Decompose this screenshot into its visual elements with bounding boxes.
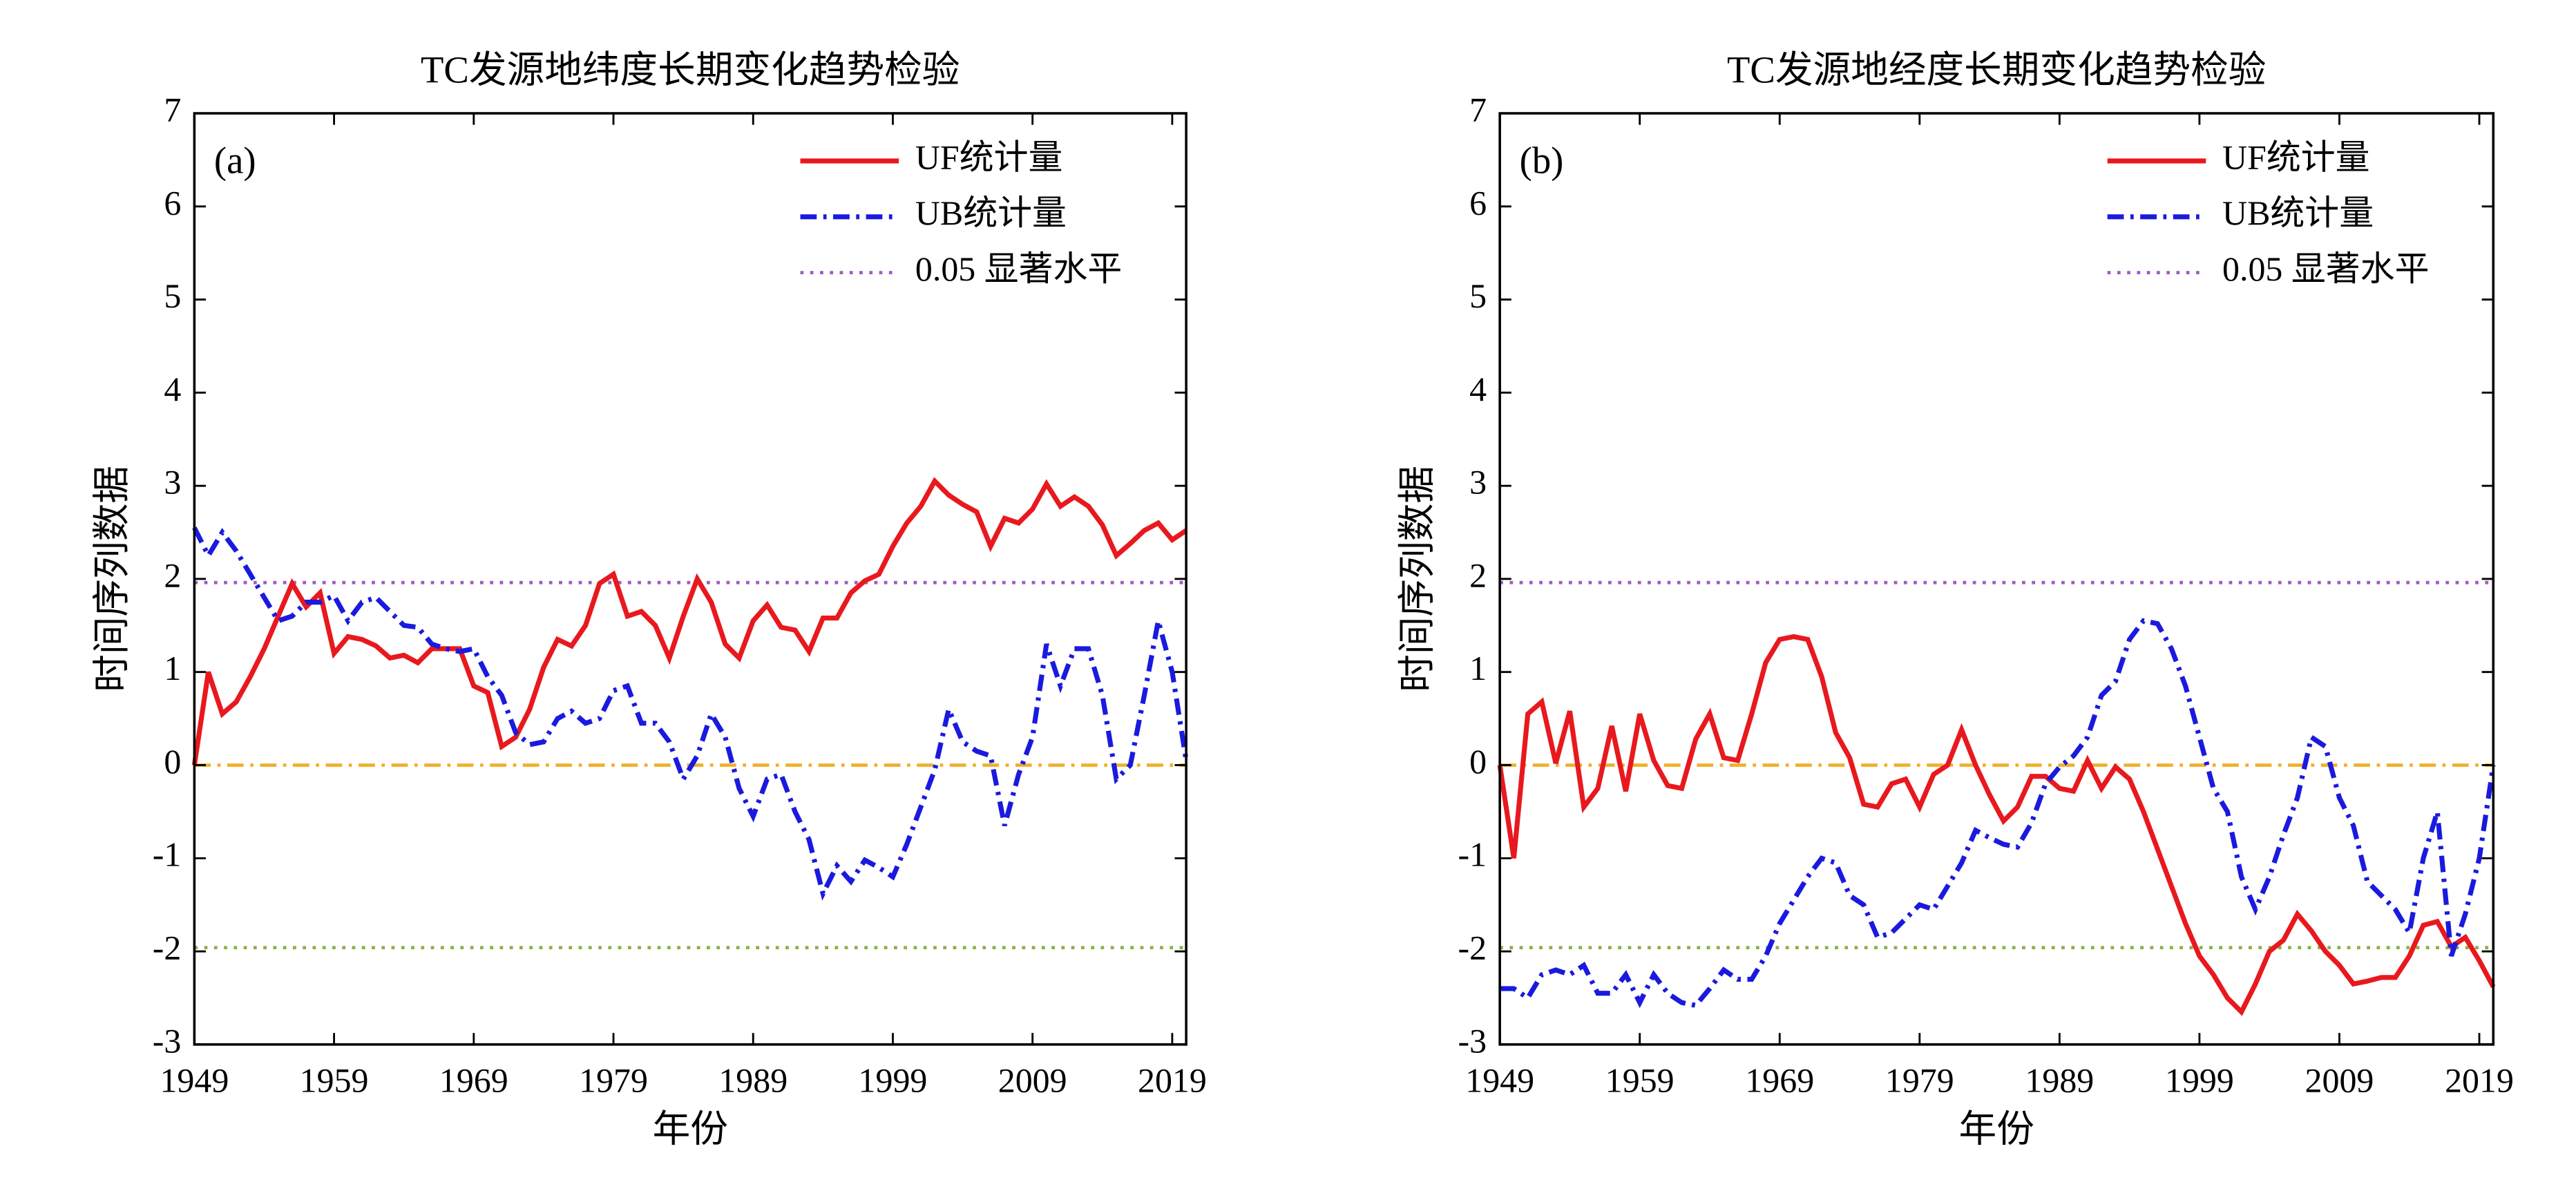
x-axis-label: 年份 — [653, 1108, 728, 1150]
legend-label: UB统计量 — [915, 194, 1067, 232]
legend-label: UB统计量 — [2222, 194, 2374, 232]
y-tick-label: 1 — [1469, 649, 1487, 687]
y-axis-label: 时间序列数据 — [90, 466, 133, 692]
y-tick-label: -3 — [1458, 1022, 1487, 1060]
x-tick-label: 1989 — [718, 1061, 788, 1099]
y-tick-label: 7 — [164, 91, 181, 129]
x-tick-label: 2019 — [2445, 1061, 2514, 1099]
y-tick-label: -3 — [153, 1022, 182, 1060]
data-line — [1500, 618, 2496, 1009]
panel-annotation: (a) — [214, 139, 256, 181]
y-tick-label: 6 — [1469, 184, 1487, 222]
y-axis-label: 时间序列数据 — [1396, 466, 1438, 692]
x-tick-label: 2009 — [998, 1061, 1067, 1099]
chart-title: TC发源地纬度长期变化趋势检验 — [421, 49, 960, 91]
x-tick-label: 2009 — [2305, 1061, 2374, 1099]
y-tick-label: 0 — [164, 743, 181, 781]
legend-label: 0.05 显著水平 — [2222, 250, 2429, 288]
y-tick-label: -2 — [153, 929, 182, 967]
x-tick-label: 1949 — [1465, 1061, 1534, 1099]
y-tick-label: 3 — [1469, 464, 1487, 502]
legend-label: UF统计量 — [915, 138, 1063, 176]
x-tick-label: 1969 — [1745, 1061, 1814, 1099]
y-tick-label: 7 — [1469, 91, 1487, 129]
data-line — [191, 477, 1188, 766]
x-tick-label: 1969 — [439, 1061, 508, 1099]
x-tick-label: 1999 — [859, 1061, 928, 1099]
y-tick-label: 3 — [164, 464, 181, 502]
data-line — [1497, 634, 2496, 1016]
y-tick-label: -2 — [1458, 929, 1487, 967]
legend-label: UF统计量 — [2222, 138, 2370, 176]
panel-annotation: (b) — [1520, 139, 1564, 181]
y-tick-label: 0 — [1469, 743, 1487, 781]
y-tick-label: -1 — [153, 836, 182, 874]
x-tick-label: 1979 — [579, 1061, 648, 1099]
x-tick-label: 1989 — [2025, 1061, 2094, 1099]
x-axis-label: 年份 — [1959, 1108, 2034, 1150]
y-tick-label: -1 — [1458, 836, 1487, 874]
data-line — [192, 526, 1189, 901]
y-tick-label: 6 — [164, 184, 181, 222]
x-tick-label: 2019 — [1138, 1061, 1207, 1099]
x-tick-label: 1959 — [300, 1061, 369, 1099]
y-tick-label: 5 — [164, 277, 181, 315]
legend-label: 0.05 显著水平 — [915, 250, 1122, 288]
x-tick-label: 1999 — [2165, 1061, 2234, 1099]
y-tick-label: 2 — [164, 556, 181, 594]
y-tick-label: 5 — [1469, 277, 1487, 315]
x-tick-label: 1979 — [1885, 1061, 1954, 1099]
x-tick-label: 1959 — [1605, 1061, 1675, 1099]
y-tick-label: 1 — [164, 649, 181, 687]
chart-title: TC发源地经度长期变化趋势检验 — [1727, 49, 2266, 91]
y-tick-label: 4 — [1469, 370, 1487, 408]
x-tick-label: 1949 — [160, 1061, 229, 1099]
y-tick-label: 4 — [164, 370, 181, 408]
y-tick-label: 2 — [1469, 556, 1487, 594]
